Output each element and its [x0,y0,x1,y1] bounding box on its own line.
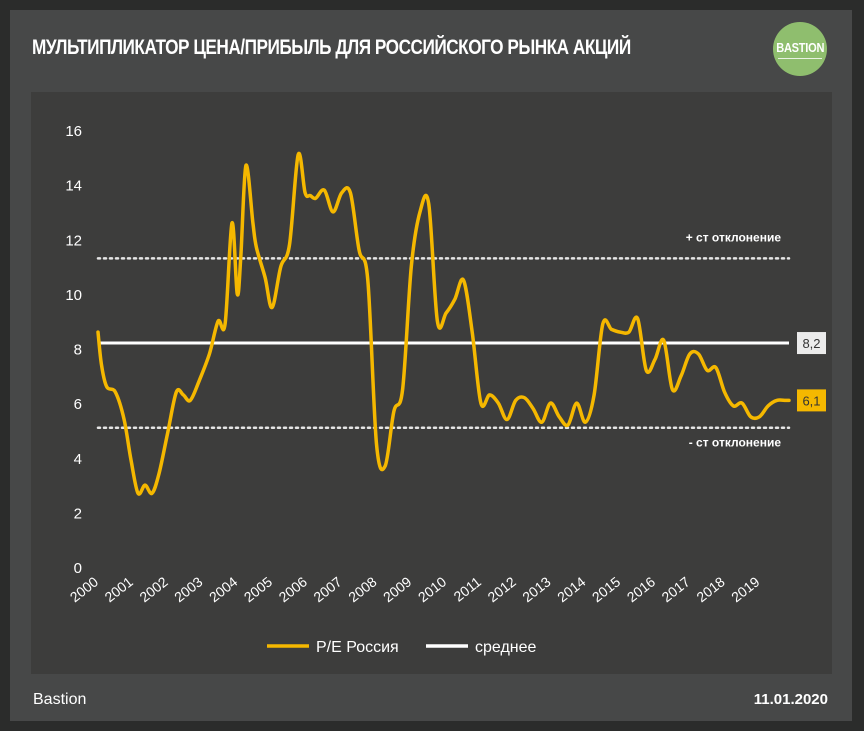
x-tick-label: 2007 [310,573,345,605]
x-tick-label: 2006 [276,573,311,605]
x-tick-label: 2001 [102,573,137,605]
std-band-upper-label: + ст отклонение [686,230,782,244]
last-value-label: 6,1 [802,393,820,408]
x-axis: 2000 2001 2002 2003 2004 2005 2006 2007 2008 2009… [67,573,763,605]
logo-text: BASTION [776,39,824,55]
end-labels: 8,2 6,1 [797,332,826,412]
x-tick-label: 2014 [554,573,589,605]
x-tick-label: 2002 [136,573,171,605]
x-tick-label: 2011 [450,573,484,604]
legend-label-mean: среднее [475,639,537,656]
footer-source: Bastion [33,691,87,708]
x-tick-label: 2004 [206,573,241,605]
x-tick-label: 2019 [728,573,763,605]
x-tick-label: 2003 [171,573,206,605]
x-tick-label: 2013 [519,573,554,605]
y-tick-label: 14 [65,178,82,195]
x-tick-label: 2010 [415,573,450,605]
series-group [96,151,791,496]
std-band-lower-label: - ст отклонение [689,436,782,450]
y-tick-label: 6 [74,396,82,413]
series-line-pe-russia [96,151,791,496]
y-tick-label: 16 [65,123,82,140]
y-tick-label: 4 [74,451,82,468]
x-tick-label: 2009 [380,573,415,605]
bastion-logo: BASTION [773,22,827,76]
legend: P/E Россия среднее [267,639,537,656]
x-tick-label: 2012 [484,573,519,605]
mean-value-label: 8,2 [802,336,820,351]
mean-value-badge [797,332,826,355]
page-title: МУЛЬТИПЛИКАТОР ЦЕНА/ПРИБЫЛЬ ДЛЯ РОССИЙСК… [32,36,631,59]
last-value-badge [797,389,826,412]
y-tick-label: 12 [65,232,82,249]
logo-underline [778,57,822,59]
x-tick-label: 2017 [659,573,694,605]
x-tick-label: 2000 [67,573,102,605]
plot-panel [31,92,832,674]
x-tick-label: 2016 [624,573,659,605]
legend-label-pe-russia: P/E Россия [316,639,399,656]
y-tick-label: 10 [65,287,82,304]
y-tick-label: 0 [74,560,82,577]
y-tick-label: 2 [74,505,82,522]
y-tick-label: 8 [74,342,82,359]
x-tick-label: 2008 [345,573,380,605]
x-tick-label: 2018 [693,573,728,605]
x-tick-label: 2005 [241,573,276,605]
footer-date: 11.01.2020 [753,691,828,708]
std-bands: + ст отклонение - ст отклонение [96,230,791,450]
x-tick-label: 2015 [589,573,624,605]
y-axis: 0 2 4 6 8 10 12 14 16 [65,123,82,577]
